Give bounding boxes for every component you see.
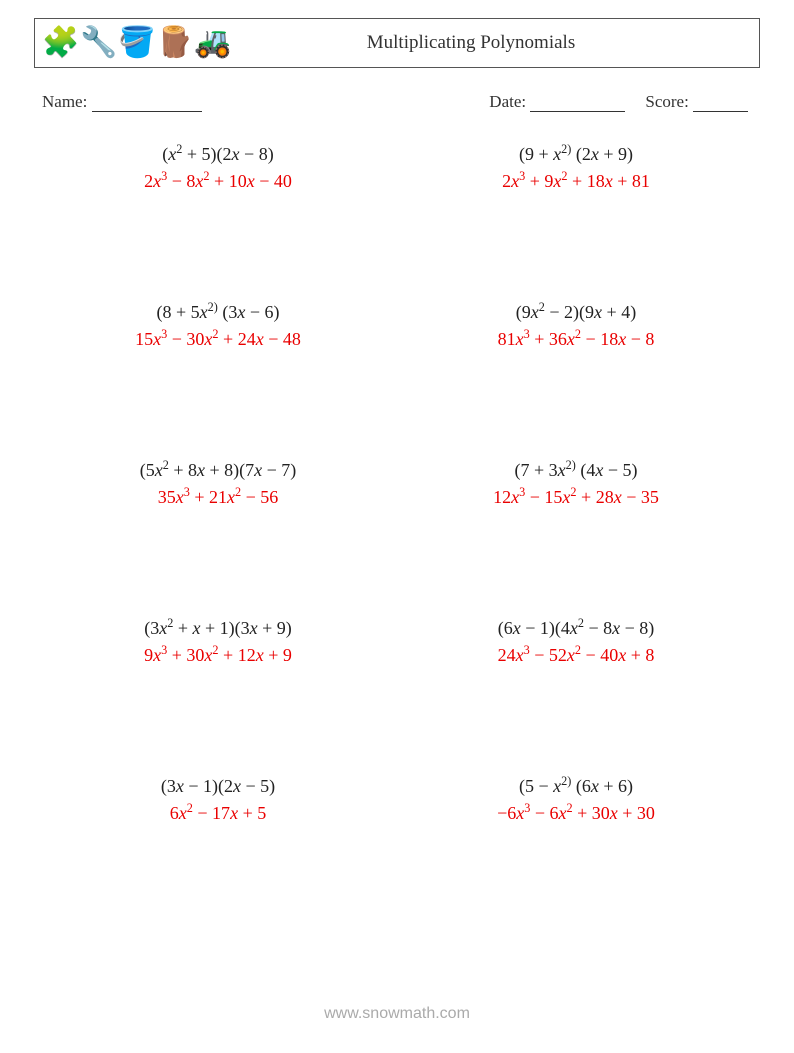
date-label: Date: [489,92,526,111]
question: (x2 + 5)(2x − 8) [162,144,273,165]
answer: 2x3 − 8x2 + 10x − 40 [144,171,292,192]
score-blank [693,95,748,112]
answer: −6x3 − 6x2 + 30x + 30 [497,803,655,824]
grinder-icon: 🔧 [81,25,117,61]
question: (7 + 3x2) (4x − 5) [514,460,637,481]
question: (9x2 − 2)(9x + 4) [516,302,636,323]
question: (5 − x2) (6x + 6) [519,776,633,797]
worksheet-page: 🧩🔧🪣🪵🚜 Multiplicating Polynomials Name: D… [0,0,794,1053]
score-field: Score: [645,92,748,112]
maze-icon: 🧩 [43,25,79,61]
question: (3x2 + x + 1)(3x + 9) [144,618,292,639]
problem: (3x − 1)(2x − 5) 6x2 − 17x + 5 [44,764,392,922]
bulldozer-icon: 🚜 [195,25,231,61]
header-box: 🧩🔧🪣🪵🚜 Multiplicating Polynomials [34,18,760,68]
name-blank [92,95,202,112]
answer: 24x3 − 52x2 − 40x + 8 [498,645,655,666]
answer: 35x3 + 21x2 − 56 [158,487,279,508]
problem: (9x2 − 2)(9x + 4) 81x3 + 36x2 − 18x − 8 [402,290,750,448]
problem: (8 + 5x2) (3x − 6) 15x3 − 30x2 + 24x − 48 [44,290,392,448]
problem: (7 + 3x2) (4x − 5) 12x3 − 15x2 + 28x − 35 [402,448,750,606]
worksheet-title: Multiplicating Polynomials [231,32,751,54]
problem: (5 − x2) (6x + 6) −6x3 − 6x2 + 30x + 30 [402,764,750,922]
date-blank [530,95,625,112]
problem: (5x2 + 8x + 8)(7x − 7) 35x3 + 21x2 − 56 [44,448,392,606]
name-label: Name: [42,92,87,111]
problem: (6x − 1)(4x2 − 8x − 8) 24x3 − 52x2 − 40x … [402,606,750,764]
meta-row: Name: Date: Score: [34,92,760,112]
wood-icon: 🪵 [157,25,193,61]
question: (8 + 5x2) (3x − 6) [156,302,279,323]
problems-grid: (x2 + 5)(2x − 8) 2x3 − 8x2 + 10x − 40 (9 +… [34,132,760,922]
answer: 2x3 + 9x2 + 18x + 81 [502,171,650,192]
question: (6x − 1)(4x2 − 8x − 8) [498,618,655,639]
answer: 12x3 − 15x2 + 28x − 35 [493,487,659,508]
problem: (3x2 + x + 1)(3x + 9) 9x3 + 30x2 + 12x + … [44,606,392,764]
answer: 6x2 − 17x + 5 [170,803,266,824]
answer: 81x3 + 36x2 − 18x − 8 [498,329,655,350]
question: (9 + x2) (2x + 9) [519,144,633,165]
problem: (x2 + 5)(2x − 8) 2x3 − 8x2 + 10x − 40 [44,132,392,290]
question: (5x2 + 8x + 8)(7x − 7) [140,460,297,481]
footer-url: www.snowmath.com [0,1005,794,1023]
score-label: Score: [645,92,688,111]
icon-strip: 🧩🔧🪣🪵🚜 [43,25,231,61]
problem: (9 + x2) (2x + 9) 2x3 + 9x2 + 18x + 81 [402,132,750,290]
bucket-icon: 🪣 [119,25,155,61]
question: (3x − 1)(2x − 5) [161,776,275,797]
date-field: Date: [489,92,625,112]
name-field: Name: [42,92,489,112]
answer: 9x3 + 30x2 + 12x + 9 [144,645,292,666]
answer: 15x3 − 30x2 + 24x − 48 [135,329,301,350]
